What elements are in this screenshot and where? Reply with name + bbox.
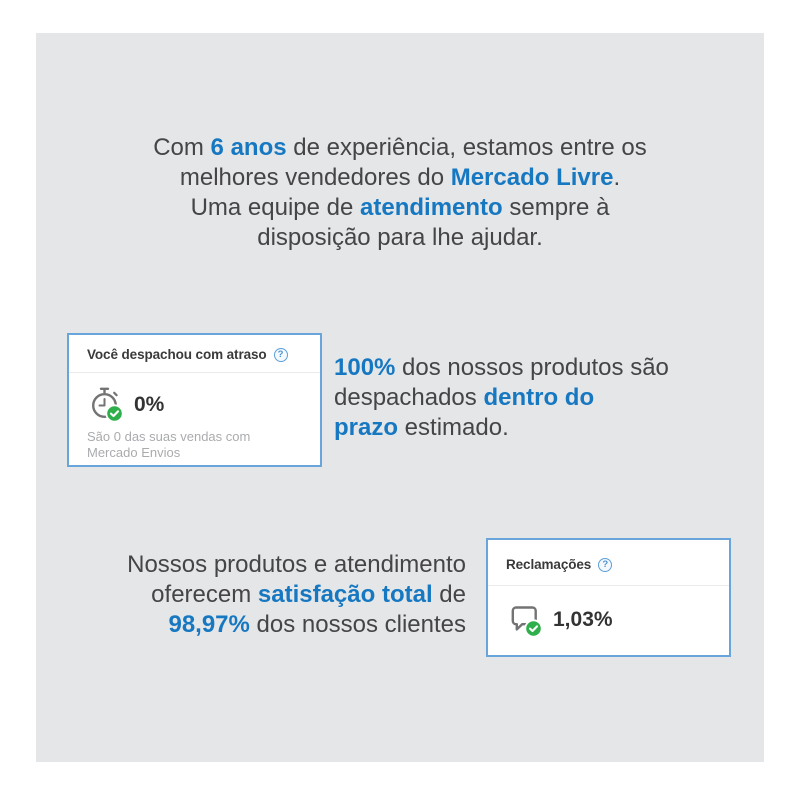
shipping-delay-card: Você despachou com atraso ? 0% São 0 das… bbox=[67, 333, 322, 467]
claims-card: Reclamações ? 1,03% bbox=[486, 538, 731, 657]
text-line: oferecem satisfação total de bbox=[36, 580, 466, 610]
stat-value-row: 1,03% bbox=[506, 601, 711, 638]
card-header: Reclamações ? bbox=[488, 540, 729, 585]
text: dos nossos produtos são bbox=[395, 354, 669, 381]
stat-value: 1,03% bbox=[553, 607, 613, 631]
text: . bbox=[613, 164, 621, 191]
stat-caption: São 0 das suas vendas com Mercado Envios bbox=[87, 429, 251, 460]
card-body: 1,03% bbox=[488, 586, 729, 638]
text-line: despachados dentro do bbox=[334, 383, 744, 413]
text-line: prazo estimado. bbox=[334, 413, 744, 443]
text-line: 98,97% dos nossos clientes bbox=[36, 610, 466, 640]
text-line: Uma equipe de atendimento sempre à bbox=[36, 193, 764, 223]
text: Uma equipe de bbox=[190, 194, 361, 221]
text: melhores vendedores do bbox=[179, 164, 451, 191]
card-header: Você despachou com atraso ? bbox=[69, 335, 320, 372]
text: Com bbox=[153, 134, 211, 161]
text: de experiência, estamos entre os bbox=[286, 134, 647, 161]
text-line: melhores vendedores do Mercado Livre. bbox=[36, 163, 764, 193]
help-circle-icon[interactable]: ? bbox=[273, 347, 288, 362]
text: estimado. bbox=[398, 414, 509, 441]
card-title: Reclamações bbox=[506, 557, 592, 572]
highlight-text: prazo bbox=[334, 414, 399, 441]
text: oferecem bbox=[151, 581, 258, 608]
text: disposição para lhe ajudar. bbox=[257, 224, 543, 251]
text: despachados bbox=[334, 384, 484, 411]
highlight-text: Mercado Livre bbox=[450, 164, 614, 191]
text: Nossos produtos e atendimento bbox=[127, 551, 466, 578]
stat-value: 0% bbox=[134, 392, 165, 416]
chat-bubble-check-icon bbox=[511, 606, 543, 638]
highlight-text: 98,97% bbox=[168, 611, 250, 638]
help-circle-icon[interactable]: ? bbox=[598, 557, 613, 572]
stopwatch-check-icon bbox=[91, 387, 124, 423]
highlight-text: dentro do bbox=[483, 384, 595, 411]
highlight-text: 6 anos bbox=[210, 134, 287, 161]
text-line: 100% dos nossos produtos são bbox=[334, 353, 744, 383]
highlight-text: 100% bbox=[334, 354, 396, 381]
text-line: disposição para lhe ajudar. bbox=[36, 223, 764, 253]
satisfaction-stat-text: Nossos produtos e atendimento oferecem s… bbox=[36, 550, 466, 640]
card-divider bbox=[69, 372, 320, 373]
card-body: 0% São 0 das suas vendas com Mercado Env… bbox=[69, 373, 320, 460]
text-line: Com 6 anos de experiência, estamos entre… bbox=[36, 133, 764, 163]
highlight-text: satisfação total bbox=[257, 581, 433, 608]
text: de bbox=[432, 581, 466, 608]
text-line: Nossos produtos e atendimento bbox=[36, 550, 466, 580]
highlight-text: atendimento bbox=[360, 194, 503, 221]
card-divider bbox=[488, 585, 729, 586]
text: sempre à bbox=[502, 194, 610, 221]
card-title: Você despachou com atraso bbox=[87, 347, 267, 362]
intro-text: Com 6 anos de experiência, estamos entre… bbox=[36, 133, 764, 253]
stat-value-row: 0% bbox=[87, 386, 302, 423]
text: dos nossos clientes bbox=[249, 611, 466, 638]
shipping-stat-text: 100% dos nossos produtos são despachados… bbox=[334, 353, 744, 443]
